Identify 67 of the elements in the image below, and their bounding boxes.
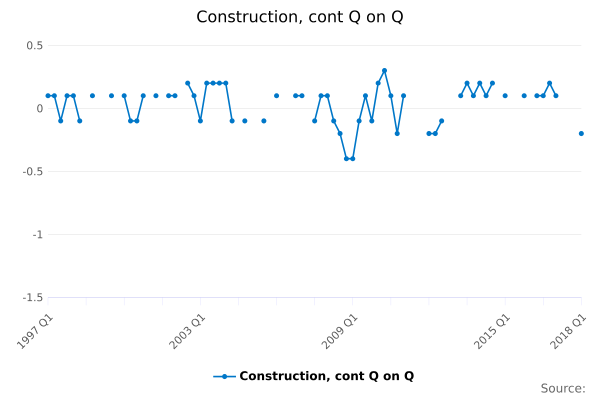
point	[522, 93, 527, 98]
point	[338, 131, 343, 136]
point	[490, 80, 495, 86]
point	[464, 80, 470, 86]
point	[204, 80, 210, 86]
point	[58, 118, 64, 124]
y-tick-label: 0.5	[27, 41, 42, 50]
point	[356, 118, 362, 124]
point	[432, 131, 438, 136]
point	[394, 131, 400, 136]
point	[299, 93, 304, 98]
point	[198, 118, 203, 124]
point	[376, 80, 381, 86]
point	[534, 93, 540, 98]
point	[134, 118, 140, 124]
point	[223, 80, 228, 86]
point	[470, 93, 476, 98]
point	[401, 93, 406, 98]
point	[426, 131, 432, 136]
point	[166, 93, 172, 98]
point	[70, 93, 76, 98]
point	[502, 93, 508, 98]
point	[293, 93, 298, 98]
y-tick-label: -0.5	[23, 167, 42, 176]
legend-label: Construction, cont Q on Q	[240, 370, 414, 382]
point	[140, 93, 146, 98]
y-tick-label: 0	[37, 104, 43, 112]
point	[122, 93, 127, 98]
chart-title: Construction, cont Q on Q	[197, 10, 403, 24]
point	[172, 93, 178, 98]
point	[318, 93, 324, 98]
point	[45, 93, 51, 98]
point	[484, 93, 489, 98]
point	[312, 118, 318, 124]
point	[64, 93, 70, 98]
point	[274, 93, 280, 98]
point	[578, 131, 584, 136]
y-tick-label: -1	[33, 230, 42, 238]
point	[547, 80, 552, 86]
point	[458, 93, 464, 98]
point	[344, 156, 349, 162]
point	[388, 93, 394, 98]
point	[153, 93, 158, 98]
point	[369, 118, 374, 124]
point	[350, 156, 356, 162]
point	[382, 68, 388, 74]
source-note: Source:	[542, 384, 585, 393]
point	[230, 118, 235, 124]
y-tick-label: -1.5	[23, 293, 42, 302]
point	[52, 93, 57, 98]
point	[90, 93, 95, 98]
point	[324, 93, 330, 98]
point	[439, 118, 444, 124]
point	[108, 93, 114, 98]
point	[242, 118, 248, 124]
point	[261, 118, 266, 124]
point	[477, 80, 482, 86]
point	[540, 93, 546, 98]
point	[185, 80, 190, 86]
point	[216, 80, 222, 86]
point	[128, 118, 134, 124]
point	[191, 93, 197, 98]
point	[331, 118, 336, 124]
point	[362, 93, 368, 98]
point	[553, 93, 558, 98]
point	[210, 80, 216, 86]
point	[77, 118, 82, 124]
